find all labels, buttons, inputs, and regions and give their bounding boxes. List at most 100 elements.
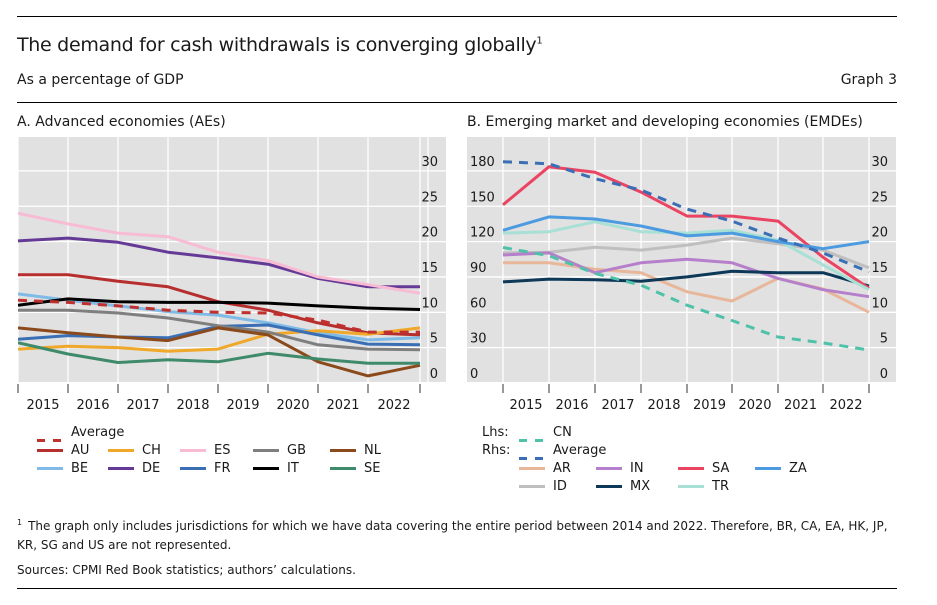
panel-b-left-tick-label: 120 [470, 226, 495, 241]
legend-label: Average [553, 443, 607, 458]
charts-canvas: 0 5 10 15 20 25 30 2015 2016 2017 2018 2019 2020 2021… [17, 137, 896, 413]
legend-label: TR [712, 479, 729, 494]
legend-label: FR [214, 461, 231, 476]
legend-item-in: IN [596, 461, 644, 476]
legend-item-nl: NL [330, 443, 381, 458]
panel-b-x-tick-label: 2016 [555, 398, 588, 413]
legend-label: NL [364, 443, 381, 458]
legend-swatch [330, 449, 356, 452]
panel-a-right-tick-label: 25 [421, 190, 438, 205]
panel-a-x-tick-label: 2020 [276, 398, 309, 413]
panel-a-series-de [18, 236, 420, 289]
footnote-text: The graph only includes jurisdictions fo… [17, 519, 888, 552]
legend-item-sa: SA [678, 461, 729, 476]
legend-swatch [108, 449, 134, 452]
panel-a-right-tick-label: 0 [430, 367, 438, 382]
legend-label: SE [364, 461, 381, 476]
panel-a-x-tick-label: 2017 [126, 398, 159, 413]
panel-b-left-tick-label: 0 [470, 367, 478, 382]
panel-b-x-tick-label: 2020 [738, 398, 771, 413]
panel-a-series-average [18, 298, 420, 334]
panel-a-right-tick-label: 20 [421, 226, 438, 241]
panel-b-right-tick-label: 10 [871, 296, 888, 311]
panel-a-x-tick-label: 2021 [326, 398, 359, 413]
graph-subtitle: As a percentage of GDP [17, 72, 184, 88]
legend-swatch [37, 467, 63, 470]
legend-swatch [180, 467, 206, 470]
legend-dash [519, 457, 527, 460]
panel-b-title: B. Emerging market and developing econom… [467, 114, 863, 130]
legend-label: Average [71, 425, 125, 440]
panel-b-x-tick-label: 2022 [829, 398, 862, 413]
panel-b-series-in [502, 251, 870, 299]
legend-dash [535, 457, 543, 460]
legend-item-mx: MX [596, 479, 650, 494]
legend-swatch [330, 467, 356, 470]
footnote-marker: 1 [17, 518, 23, 527]
legend-label: ZA [789, 461, 807, 476]
panel-a-x-tick-label: 2019 [226, 398, 259, 413]
legend-item-cn: CN [519, 425, 572, 442]
legend-item-ar: AR [519, 461, 571, 476]
panel-b-series-za [502, 215, 870, 251]
panel-b-right-tick-label: 0 [880, 367, 888, 382]
panel-a-title: A. Advanced economies (AEs) [17, 114, 226, 130]
legend-item-gb: GB [253, 443, 306, 458]
legend-swatch [519, 449, 545, 460]
title-footnote-marker: 1 [536, 35, 543, 47]
panel-a-x-tick-label: 2016 [76, 398, 109, 413]
legend-swatch [678, 467, 704, 470]
legend-label: BE [71, 461, 89, 476]
panel-a-series-se [18, 341, 420, 365]
legend-item-za: ZA [755, 461, 807, 476]
legend-item-it: IT [253, 461, 299, 476]
panel-a-plot: 0 5 10 15 20 25 30 2015 2016 2017 2018 2019 2020 2021… [17, 137, 446, 413]
sources-note: Sources: CPMI Red Book statistics; autho… [17, 563, 356, 577]
panel-b-right-tick-label: 5 [880, 332, 888, 347]
legend-label: IN [630, 461, 644, 476]
panel-b-x-tick-label: 2021 [784, 398, 817, 413]
panel-b-right-tick-label: 25 [871, 190, 888, 205]
panel-b-x-tick-label: 2018 [647, 398, 680, 413]
panel-b-series-mx [502, 269, 870, 288]
legend-swatch [678, 485, 704, 488]
panel-b-right-tick-label: 20 [871, 226, 888, 241]
panel-b-left-tick-label: 90 [470, 261, 487, 276]
panel-b-x-tick-label: 2015 [509, 398, 542, 413]
panel-b-left-tick-label: 60 [470, 296, 487, 311]
legend-swatch [108, 467, 134, 470]
legend-swatch [519, 467, 545, 470]
legend-label: CN [553, 425, 572, 440]
legend-dash [53, 439, 61, 442]
panel-a-x-tick-label: 2018 [176, 398, 209, 413]
legend-label: AU [71, 443, 90, 458]
legend-swatch [37, 449, 63, 452]
panel-b-series-id [502, 236, 870, 270]
legend-item-be: BE [37, 461, 88, 476]
panel-a-series-ch [18, 326, 421, 353]
legend-label: ID [553, 479, 567, 494]
panel-a-right-tick-label: 30 [421, 155, 438, 170]
panel-a-right-tick-label: 15 [421, 261, 438, 276]
legend-dash [37, 439, 45, 442]
legend-item-se: SE [330, 461, 380, 476]
legend-item-au: AU [37, 443, 89, 458]
legend-swatch [519, 485, 545, 488]
legend-dash [519, 439, 527, 442]
legend-item-de: DE [108, 461, 160, 476]
top-rule [17, 16, 897, 17]
legend-item-fr: FR [180, 461, 231, 476]
panel-b-right-tick-label: 30 [871, 155, 888, 170]
panel-b-series-tr [502, 220, 870, 292]
legend-swatch [37, 431, 63, 442]
panel-b-left-tick-label: 150 [470, 190, 495, 205]
panel-a-x-tick-label: 2022 [377, 398, 410, 413]
legend-item-id: ID [519, 479, 567, 494]
panel-b-left-tick-label: 180 [470, 155, 495, 170]
legend-swatch [519, 431, 545, 442]
panel-a-right-tick-label: 5 [430, 332, 438, 347]
panel-a-series-es [18, 211, 421, 295]
legend-rhs-prefix: Rhs: [482, 443, 511, 458]
legend-label: SA [712, 461, 730, 476]
panel-b-left-tick-label: 30 [470, 332, 487, 347]
